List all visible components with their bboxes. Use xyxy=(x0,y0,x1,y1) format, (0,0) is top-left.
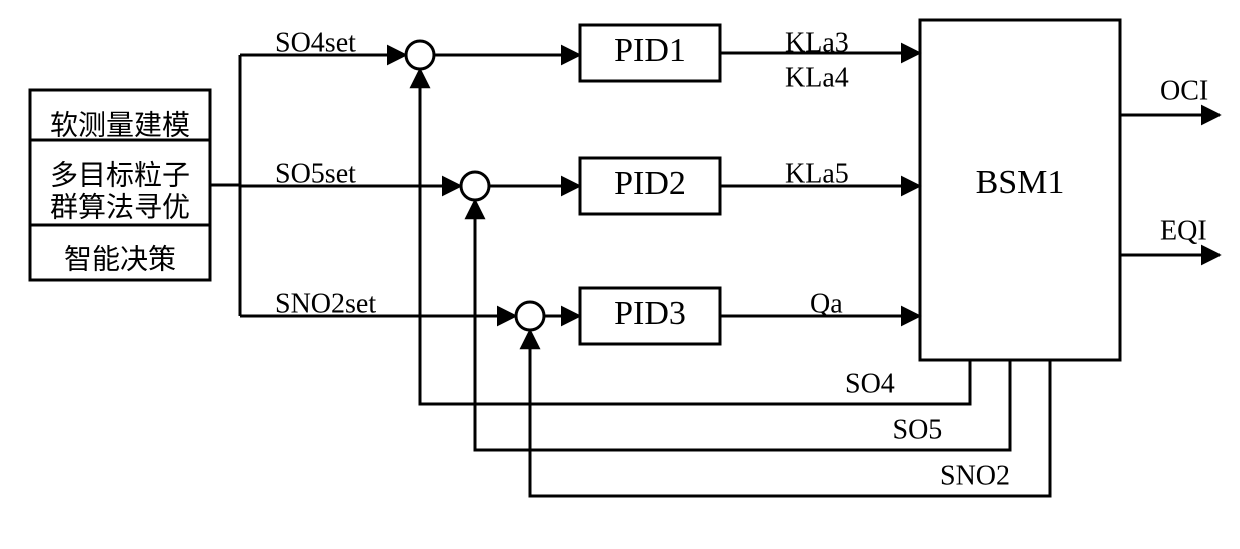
pid-label-p1: PID1 xyxy=(614,32,686,69)
output-label-oci: OCI xyxy=(1160,75,1208,106)
sno2set-label: SNO2set xyxy=(275,288,376,319)
mid-label-kla5: KLa5 xyxy=(785,158,849,189)
left-block-row-3: 智能决策 xyxy=(64,243,176,275)
so4set-label: SO4set xyxy=(275,27,356,58)
feedback-so4 xyxy=(420,69,970,404)
output-label-eqi: EQI xyxy=(1160,215,1207,246)
mid-label-kla3: KLa3 xyxy=(785,27,849,58)
bsm1-label: BSM1 xyxy=(976,164,1065,201)
left-block-row-0: 软测量建模 xyxy=(50,109,190,141)
sum-node-s1 xyxy=(406,41,434,69)
pid-label-p2: PID2 xyxy=(614,165,686,202)
left-block-row-1: 多目标粒子 xyxy=(50,159,190,191)
feedback-label-so4: SO4 xyxy=(845,368,895,399)
sum-node-s3 xyxy=(516,302,544,330)
mid-label-kla4: KLa4 xyxy=(785,62,849,93)
feedback-label-sno2: SNO2 xyxy=(940,460,1010,491)
feedback-label-so5: SO5 xyxy=(893,414,943,445)
so5set-label: SO5set xyxy=(275,158,356,189)
sum-node-s2 xyxy=(461,172,489,200)
pid-label-p3: PID3 xyxy=(614,295,686,332)
mid-label-qa: Qa xyxy=(810,288,843,319)
left-block-row-2: 群算法寻优 xyxy=(50,191,190,223)
